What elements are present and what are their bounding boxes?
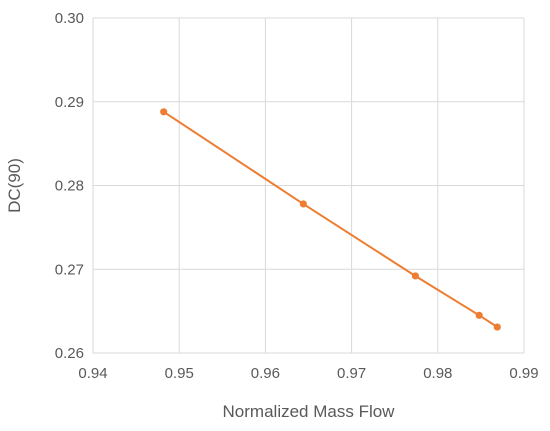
data-point [160,108,168,116]
x-tick-label: 0.98 [423,365,452,382]
y-tick-label: 0.29 [55,94,84,111]
data-point [411,272,419,280]
grid [92,17,525,354]
y-axis-title: DC(90) [5,158,24,213]
y-tick-label: 0.26 [55,345,84,362]
y-tick-label: 0.30 [55,10,84,27]
data-point [475,311,483,319]
x-tick-label: 0.97 [337,365,366,382]
x-axis-title: Normalized Mass Flow [223,402,396,421]
tick-labels: 0.94 0.95 0.96 0.97 0.98 0.99 0.26 0.27 0.28 0.29… [55,10,539,382]
y-tick-label: 0.28 [55,178,84,195]
x-tick-label: 0.99 [509,365,538,382]
series [160,108,501,331]
x-tick-label: 0.96 [251,365,280,382]
data-point [493,323,501,331]
x-tick-label: 0.94 [78,365,107,382]
x-tick-label: 0.95 [165,365,194,382]
y-tick-label: 0.27 [55,261,84,278]
series-line [163,110,498,328]
data-point [299,200,307,208]
